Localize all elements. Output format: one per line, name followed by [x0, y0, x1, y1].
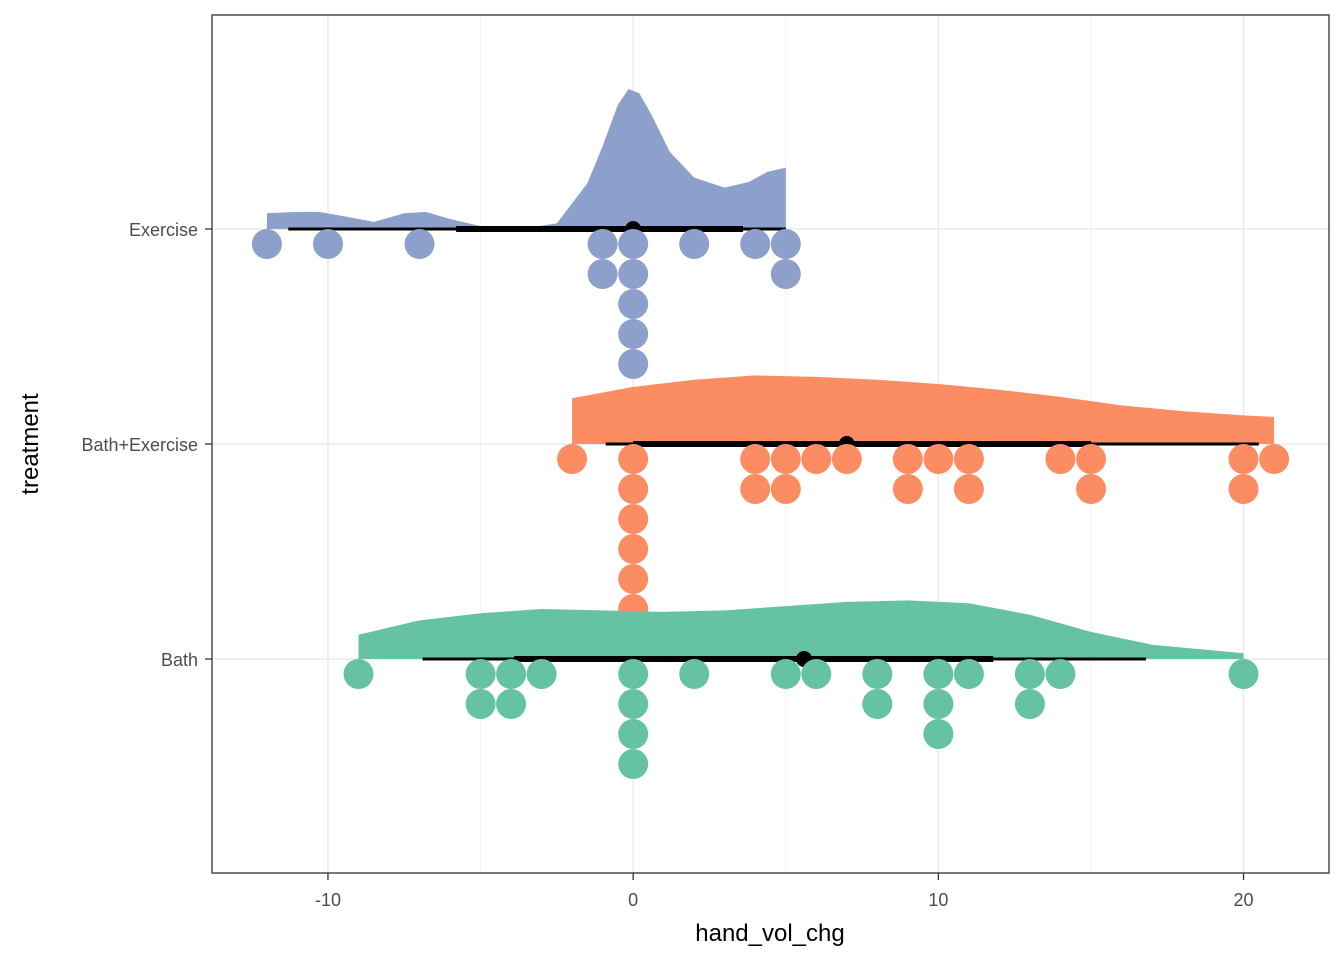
data-point — [343, 659, 374, 689]
series-layer — [251, 89, 1290, 779]
data-point — [923, 444, 954, 474]
data-point — [953, 444, 984, 474]
density-area — [358, 600, 1244, 659]
x-tick-label: 20 — [1234, 890, 1254, 910]
data-point — [770, 659, 801, 689]
data-point — [862, 689, 893, 719]
data-point — [618, 229, 649, 259]
data-point — [923, 689, 954, 719]
data-point — [1228, 659, 1259, 689]
data-point — [679, 229, 710, 259]
series-bath — [343, 600, 1259, 779]
y-tick-label: Exercise — [129, 220, 198, 240]
data-point — [770, 444, 801, 474]
density-area — [266, 89, 786, 229]
data-point — [1076, 474, 1106, 504]
data-point — [770, 259, 801, 289]
data-point — [587, 229, 618, 259]
data-point — [618, 659, 649, 689]
x-axis-title: hand_vol_chg — [695, 920, 844, 947]
data-point — [801, 659, 832, 689]
data-point — [801, 444, 832, 474]
data-point — [1014, 659, 1045, 689]
x-tick-label: 10 — [928, 890, 948, 910]
data-point — [1045, 444, 1076, 474]
data-point — [404, 229, 435, 259]
data-point — [679, 659, 710, 689]
data-point — [618, 564, 649, 594]
data-point — [1076, 444, 1106, 474]
data-point — [618, 259, 649, 289]
data-point — [1045, 659, 1076, 689]
data-point — [618, 289, 649, 319]
data-point — [740, 474, 771, 504]
data-point — [618, 749, 649, 779]
data-point — [465, 689, 496, 719]
data-point — [465, 659, 496, 689]
data-point — [251, 229, 282, 259]
x-tick-label: -10 — [315, 890, 341, 910]
data-point — [1014, 689, 1045, 719]
data-point — [496, 659, 527, 689]
data-point — [770, 229, 801, 259]
data-point — [618, 349, 649, 379]
data-point — [1228, 474, 1259, 504]
series-exercise — [251, 89, 801, 379]
data-point — [618, 719, 649, 749]
data-point — [526, 659, 557, 689]
axes: -10 0 10 20 Bath Bath+Exercise Exercise — [81, 220, 1253, 910]
data-point — [618, 319, 649, 349]
data-point — [557, 444, 588, 474]
y-tick-label: Bath — [161, 650, 198, 670]
data-point — [618, 474, 649, 504]
data-point — [923, 719, 954, 749]
data-point — [1259, 444, 1290, 474]
data-point — [770, 474, 801, 504]
data-point — [892, 444, 923, 474]
series-bath-exercise — [557, 375, 1290, 624]
data-point — [740, 444, 771, 474]
data-point — [618, 504, 649, 534]
data-point — [313, 229, 343, 259]
data-point — [953, 474, 984, 504]
data-point — [587, 259, 618, 289]
y-axis-title: treatment — [17, 393, 44, 495]
data-point — [496, 689, 527, 719]
data-point — [618, 534, 649, 564]
data-point — [831, 444, 862, 474]
data-point — [923, 659, 954, 689]
data-point — [618, 689, 649, 719]
x-tick-label: 0 — [628, 890, 638, 910]
data-point — [740, 229, 771, 259]
data-point — [618, 444, 649, 474]
data-point — [862, 659, 893, 689]
data-point — [1228, 444, 1259, 474]
data-point — [892, 474, 923, 504]
density-area — [572, 375, 1275, 444]
y-tick-label: Bath+Exercise — [81, 435, 198, 455]
data-point — [953, 659, 984, 689]
